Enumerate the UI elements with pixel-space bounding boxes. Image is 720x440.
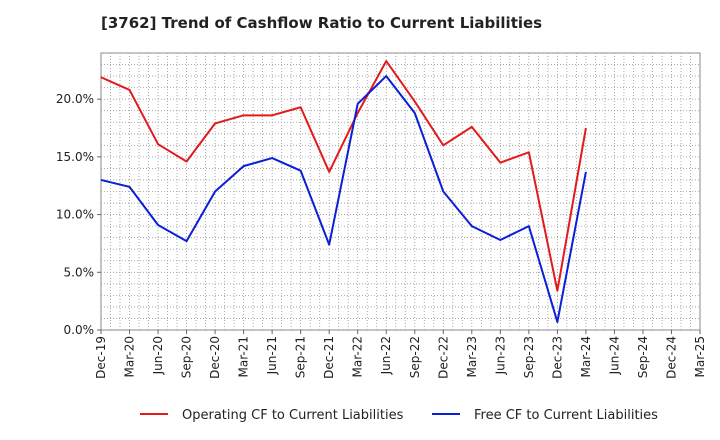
- y-tick-label: 0.0%: [64, 323, 95, 337]
- x-tick-label: Mar-24: [579, 336, 593, 377]
- x-tick-label: Jun-23: [493, 336, 507, 375]
- series-line-1: [100, 60, 587, 292]
- x-tick-label: Jun-22: [379, 336, 393, 375]
- x-tick-label: Dec-23: [550, 336, 564, 379]
- x-tick-label: Mar-23: [465, 336, 479, 377]
- x-tick-label: Mar-25: [693, 336, 707, 377]
- legend-label: Free CF to Current Liabilities: [474, 408, 658, 423]
- x-tick-label: Dec-22: [436, 336, 450, 379]
- series-line-2: [100, 75, 587, 323]
- x-tick-label: Sep-21: [294, 336, 308, 378]
- chart-title: [3762] Trend of Cashflow Ratio to Curren…: [101, 14, 543, 32]
- x-tick-label: Jun-20: [151, 336, 165, 375]
- x-tick-label: Dec-20: [208, 336, 222, 379]
- x-tick-label: Jun-21: [265, 336, 279, 375]
- x-tick-label: Sep-23: [522, 336, 536, 378]
- x-tick-label: Sep-24: [636, 336, 650, 378]
- y-tick-label: 5.0%: [64, 265, 95, 279]
- x-tick-label: Sep-22: [408, 336, 422, 378]
- x-tick-label: Mar-20: [123, 336, 137, 377]
- x-tick-label: Dec-24: [664, 336, 678, 379]
- x-tick-label: Dec-21: [322, 336, 336, 379]
- x-tick-label: Dec-19: [94, 336, 108, 379]
- x-tick-label: Sep-20: [180, 336, 194, 378]
- x-tick-label: Mar-21: [237, 336, 251, 377]
- y-tick-label: 10.0%: [56, 208, 94, 222]
- x-tick-label: Mar-22: [351, 336, 365, 377]
- legend-label: Operating CF to Current Liabilities: [182, 408, 404, 423]
- x-tick-label: Jun-24: [607, 336, 621, 375]
- y-tick-label: 20.0%: [56, 92, 94, 106]
- y-tick-label: 15.0%: [56, 150, 94, 164]
